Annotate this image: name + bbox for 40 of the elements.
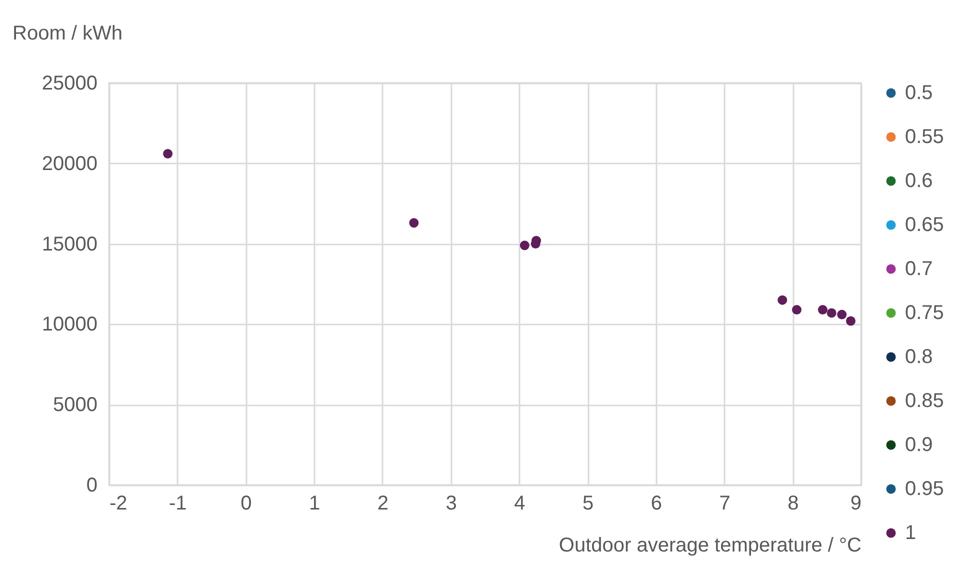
point [778, 295, 788, 305]
point [409, 218, 419, 228]
x-tick-label: 6 [650, 492, 662, 514]
x-tick-label: 4 [514, 492, 526, 514]
x-tick-label: -2 [110, 492, 128, 514]
y-axis-title: Room / kWh [12, 22, 123, 44]
y-tick-label: 10000 [42, 314, 98, 336]
legend-label: 0.95 [905, 478, 944, 500]
y-tick-label: 25000 [42, 72, 98, 94]
x-tick-label: 5 [582, 492, 594, 514]
x-tick-label: 0 [240, 492, 252, 514]
point [520, 240, 530, 250]
legend-label: 0.9 [905, 434, 933, 456]
x-tick-label: 8 [788, 492, 799, 514]
legend-label: 0.55 [905, 126, 944, 148]
y-tick-label: 0 [86, 474, 98, 496]
x-axis-title: Outdoor average temperature / °C [558, 534, 862, 556]
point [837, 310, 847, 320]
y-tick-label: 15000 [42, 233, 98, 256]
y-tick-label: 20000 [42, 152, 98, 175]
point [846, 316, 856, 326]
legend-label: 0.8 [905, 346, 933, 368]
legend-label: 0.7 [905, 258, 933, 280]
x-tick-label: 1 [309, 492, 320, 514]
legend-label: 0.75 [905, 302, 944, 324]
x-tick-label: -1 [168, 492, 187, 514]
point [826, 308, 836, 318]
legend-label: 1 [905, 522, 916, 544]
x-tick-label: 2 [377, 492, 389, 514]
legend-label: 0.65 [905, 214, 944, 236]
x-tick-label: 3 [446, 492, 457, 514]
legend-label: 0.85 [905, 390, 944, 412]
y-tick-label: 5000 [53, 394, 98, 416]
point [792, 304, 802, 314]
x-tick-label: 9 [850, 492, 862, 514]
point [818, 304, 828, 314]
legend-label: 0.6 [905, 170, 933, 192]
x-tick-label: 7 [719, 492, 730, 514]
point [163, 149, 173, 158]
legend-label: 0.5 [905, 82, 933, 104]
